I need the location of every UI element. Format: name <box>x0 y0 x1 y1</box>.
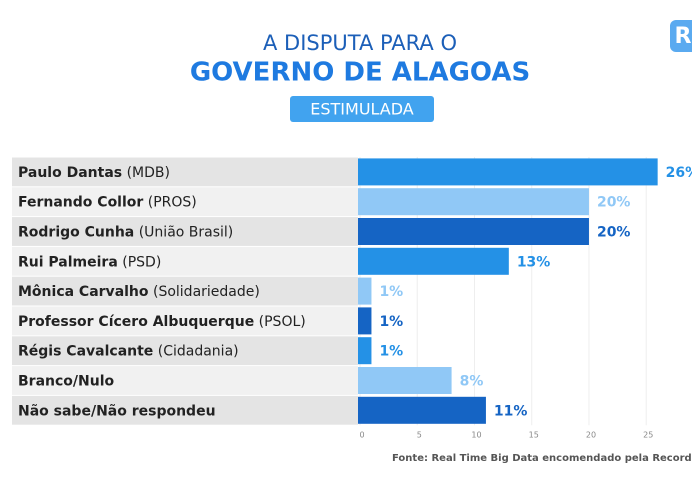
category-name: Régis Cavalcante <box>18 344 153 360</box>
row-background <box>12 366 358 395</box>
category-label: Régis Cavalcante (Cidadania) <box>18 344 239 360</box>
category-name: Branco/Nulo <box>18 374 115 390</box>
bar <box>358 307 372 335</box>
value-label: 26% <box>666 165 692 181</box>
bar <box>358 188 589 216</box>
category-name: Não sabe/Não respondeu <box>18 403 216 419</box>
value-label: 1% <box>379 284 403 300</box>
category-name: Paulo Dantas <box>18 165 122 181</box>
chart-title: A DISPUTA PARA O <box>263 31 457 55</box>
row-background <box>12 157 358 187</box>
category-label: Não sabe/Não respondeu <box>18 403 216 419</box>
category-party: (PSOL) <box>259 314 306 330</box>
category-party: (Cidadania) <box>158 344 239 360</box>
value-label: 1% <box>379 344 403 360</box>
category-name: Rui Palmeira <box>18 254 118 270</box>
badge: ESTIMULADA <box>310 100 414 119</box>
category-party: (PSD) <box>122 254 161 270</box>
row-background <box>12 246 358 276</box>
x-tick-label: 10 <box>471 431 481 440</box>
category-party: (União Brasil) <box>139 225 234 241</box>
x-tick-label: 25 <box>643 431 653 440</box>
bar <box>358 337 372 365</box>
row-background <box>12 217 358 246</box>
bar <box>358 218 589 245</box>
category-label: Rodrigo Cunha (União Brasil) <box>18 225 233 241</box>
x-tick-label: 15 <box>529 431 539 440</box>
row-background <box>12 306 358 336</box>
value-label: 11% <box>494 403 528 419</box>
value-label: 1% <box>379 314 403 330</box>
x-tick-label: 5 <box>417 431 422 440</box>
row-background <box>12 336 358 366</box>
bar <box>358 367 452 394</box>
category-label: Professor Cícero Albuquerque (PSOL) <box>18 314 306 330</box>
logo-box <box>670 20 692 52</box>
row-background <box>12 395 358 425</box>
row-background <box>12 276 358 306</box>
logo: R <box>675 24 692 49</box>
category-label: Rui Palmeira (PSD) <box>18 254 161 270</box>
value-label: 20% <box>597 225 631 241</box>
category-party: (PROS) <box>148 195 197 211</box>
bar <box>358 396 486 424</box>
source: Fonte: Real Time Big Data encomendado pe… <box>392 453 692 464</box>
value-label: 13% <box>517 254 551 270</box>
bar <box>358 247 509 275</box>
category-name: Professor Cícero Albuquerque <box>18 314 254 330</box>
bar <box>358 277 372 305</box>
category-party: (Solidariedade) <box>153 284 260 300</box>
category-name: Rodrigo Cunha <box>18 225 134 241</box>
badge-box <box>290 96 434 122</box>
category-label: Paulo Dantas (MDB) <box>18 165 170 181</box>
bar <box>358 158 658 186</box>
value-label: 8% <box>460 374 484 390</box>
row-background <box>12 187 358 217</box>
chart-subtitle: GOVERNO DE ALAGOAS <box>190 58 530 88</box>
value-label: 20% <box>597 195 631 211</box>
category-name: Fernando Collor <box>18 195 143 211</box>
x-tick-label: 0 <box>359 431 364 440</box>
category-label: Mônica Carvalho (Solidariedade) <box>18 284 260 300</box>
category-label: Fernando Collor (PROS) <box>18 195 197 211</box>
category-label: Branco/Nulo <box>18 374 115 390</box>
x-tick-label: 20 <box>586 431 596 440</box>
category-name: Mônica Carvalho <box>18 284 149 300</box>
category-party: (MDB) <box>127 165 170 181</box>
